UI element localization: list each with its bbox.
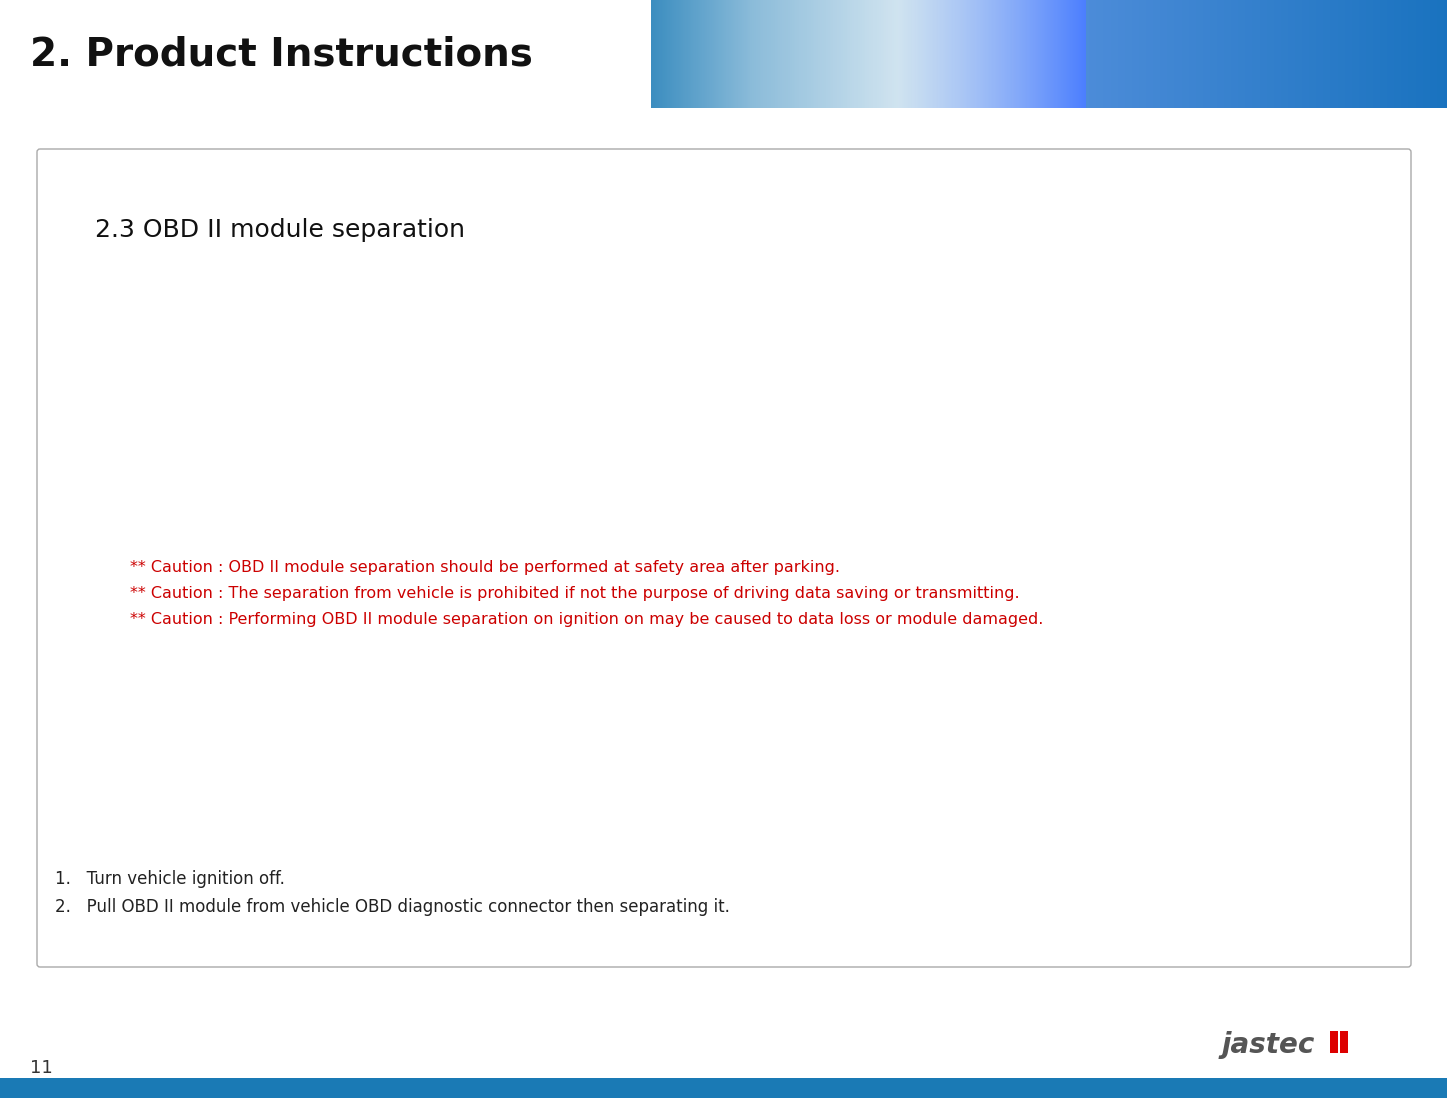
Text: 2.3 OBD II module separation: 2.3 OBD II module separation bbox=[96, 219, 464, 242]
Bar bbox=[0, 1078, 1447, 1098]
Text: 2.   Pull OBD II module from vehicle OBD diagnostic connector then separating it: 2. Pull OBD II module from vehicle OBD d… bbox=[55, 898, 729, 916]
Bar bbox=[1330, 1031, 1338, 1053]
Text: 11: 11 bbox=[30, 1058, 52, 1077]
Text: 2. Product Instructions: 2. Product Instructions bbox=[30, 35, 532, 72]
Text: jastec: jastec bbox=[1223, 1031, 1315, 1058]
Bar bbox=[0, 0, 1447, 108]
FancyBboxPatch shape bbox=[38, 149, 1411, 967]
Polygon shape bbox=[1338, 1031, 1340, 1053]
Bar bbox=[651, 0, 1446, 108]
Text: ** Caution : Performing OBD II module separation on ignition on may be caused to: ** Caution : Performing OBD II module se… bbox=[130, 612, 1043, 627]
Text: ** Caution : OBD II module separation should be performed at safety area after p: ** Caution : OBD II module separation sh… bbox=[130, 560, 841, 575]
Bar bbox=[1340, 1031, 1349, 1053]
Text: ** Caution : The separation from vehicle is prohibited if not the purpose of dri: ** Caution : The separation from vehicle… bbox=[130, 586, 1020, 601]
Text: 1.   Turn vehicle ignition off.: 1. Turn vehicle ignition off. bbox=[55, 870, 285, 888]
